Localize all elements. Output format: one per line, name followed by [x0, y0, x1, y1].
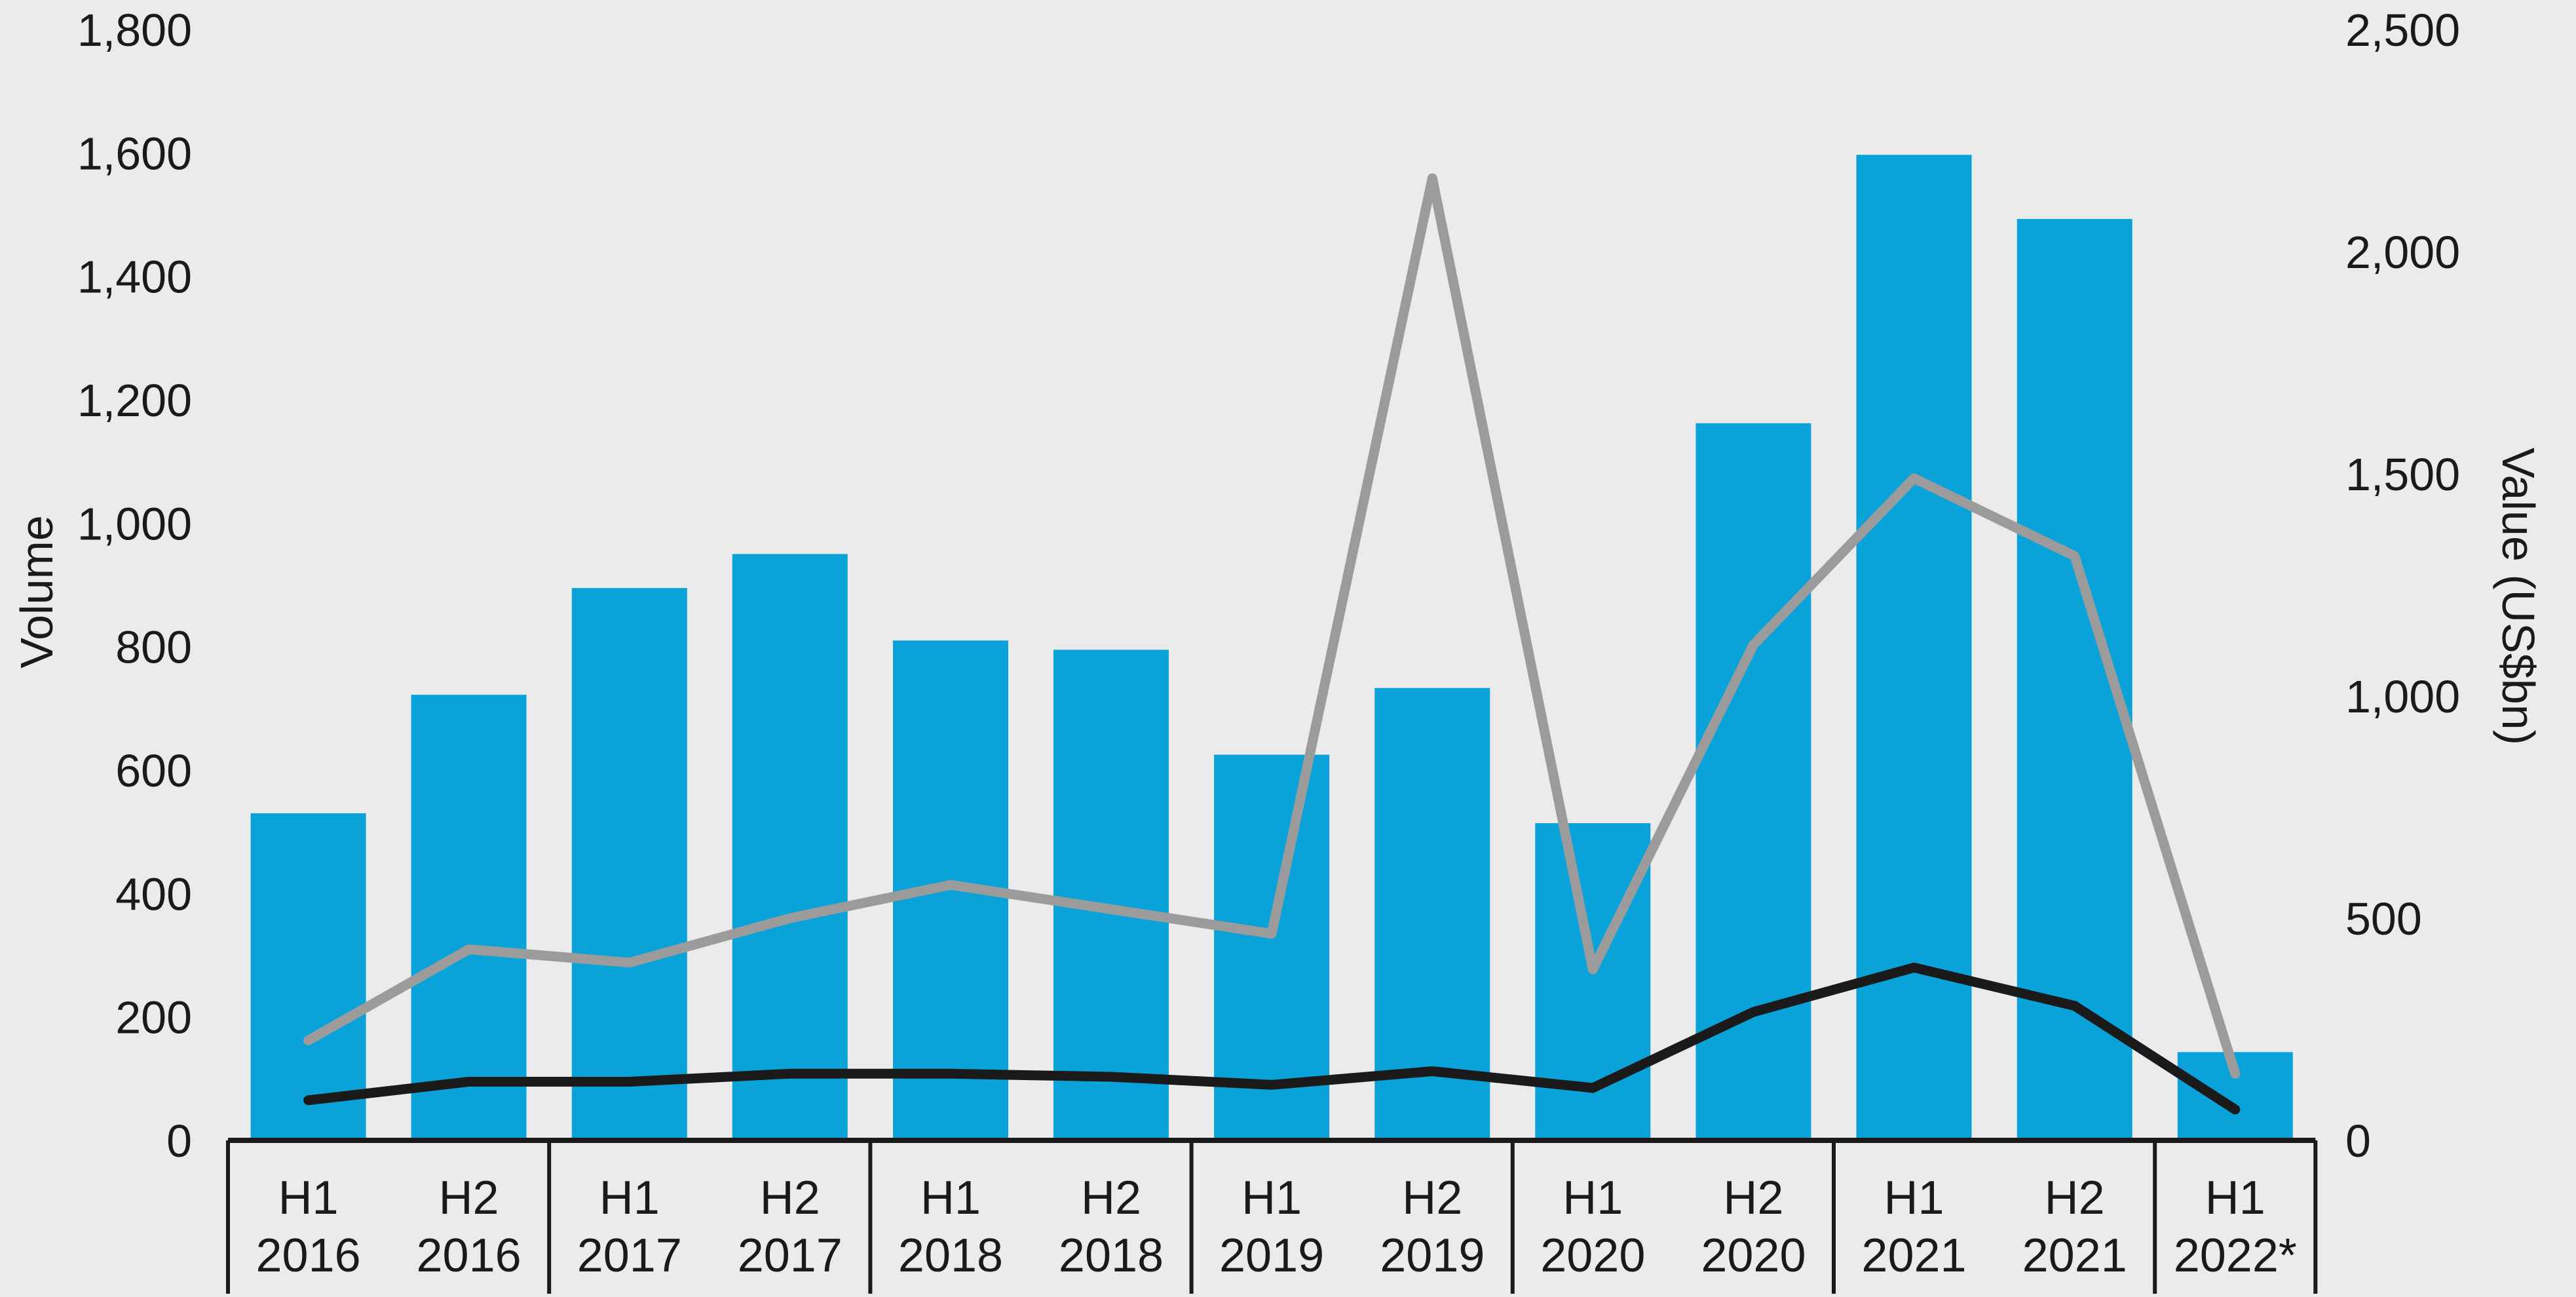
bar — [1695, 423, 1811, 1140]
left-tick-label: 400 — [115, 868, 192, 920]
x-tick-label: H1 — [1241, 1172, 1302, 1224]
line-series-group — [303, 173, 2241, 1115]
x-tick-label: H1 — [599, 1172, 660, 1224]
left-tick-label: 600 — [115, 745, 192, 796]
left-tick-label: 1,800 — [77, 5, 192, 56]
left-tick-label: 1,200 — [77, 375, 192, 426]
x-tick-label: H2 — [1402, 1172, 1462, 1224]
x-tick-label: 2018 — [898, 1229, 1003, 1282]
right-tick-label: 2,500 — [2345, 5, 2460, 56]
right-tick-label: 500 — [2345, 893, 2422, 944]
right-tick-label: 0 — [2345, 1115, 2371, 1167]
x-tick-label: 2017 — [577, 1229, 682, 1282]
x-tick-label: 2019 — [1219, 1229, 1324, 1282]
bar — [732, 554, 848, 1140]
left-tick-label: 1,000 — [77, 498, 192, 549]
right-tick-label: 1,500 — [2345, 449, 2460, 500]
x-tick-label: 2019 — [1380, 1229, 1485, 1282]
x-tick-label: 2021 — [1861, 1229, 1966, 1282]
x-tick-label: 2022* — [2174, 1229, 2297, 1282]
left-tick-label: 200 — [115, 992, 192, 1043]
left-axis-title: Volume — [11, 515, 62, 668]
left-tick-label: 1,600 — [77, 128, 192, 179]
x-tick-label: H1 — [278, 1172, 339, 1224]
left-tick-label: 800 — [115, 622, 192, 673]
right-axis-title: Value (US$bn) — [2493, 448, 2544, 745]
x-axis: H12016H22016H12017H22017H12018H22018H120… — [226, 1138, 2318, 1294]
x-tick-label: H1 — [1884, 1172, 1944, 1224]
x-tick-label: H2 — [1081, 1172, 1141, 1224]
bar — [250, 813, 366, 1140]
bar — [1374, 687, 1490, 1140]
bar — [1214, 754, 1330, 1140]
x-tick-label: H1 — [1563, 1172, 1623, 1224]
right-axis: 0 500 1,000 1,500 2,000 2,500 — [2345, 5, 2460, 1167]
x-tick-label: H2 — [760, 1172, 820, 1224]
x-tick-label: 2020 — [1540, 1229, 1645, 1282]
x-tick-label: 2016 — [256, 1229, 361, 1282]
x-tick-label: 2020 — [1701, 1229, 1806, 1282]
x-tick-label: H2 — [1723, 1172, 1783, 1224]
value-line — [303, 173, 2241, 1079]
x-tick-label: H2 — [439, 1172, 499, 1224]
volume-line — [303, 962, 2241, 1115]
left-tick-label: 0 — [166, 1115, 192, 1167]
bar-series — [250, 155, 2293, 1141]
left-axis: 0 200 400 600 800 1,000 1,200 1,400 1,600 1,800 — [77, 5, 192, 1167]
x-tick-label: H2 — [2045, 1172, 2105, 1224]
bar — [571, 588, 687, 1140]
x-tick-label: 2021 — [2022, 1229, 2127, 1282]
x-tick-label: H1 — [2205, 1172, 2265, 1224]
right-tick-label: 2,000 — [2345, 227, 2460, 278]
bar — [1053, 649, 1169, 1140]
x-tick-label: 2016 — [417, 1229, 521, 1282]
bar — [1856, 155, 1972, 1141]
bar — [411, 695, 527, 1140]
x-tick-label: 2018 — [1059, 1229, 1164, 1282]
right-tick-label: 1,000 — [2345, 671, 2460, 722]
left-tick-label: 1,400 — [77, 252, 192, 303]
x-tick-label: 2017 — [738, 1229, 843, 1282]
x-tick-label: H1 — [920, 1172, 981, 1224]
